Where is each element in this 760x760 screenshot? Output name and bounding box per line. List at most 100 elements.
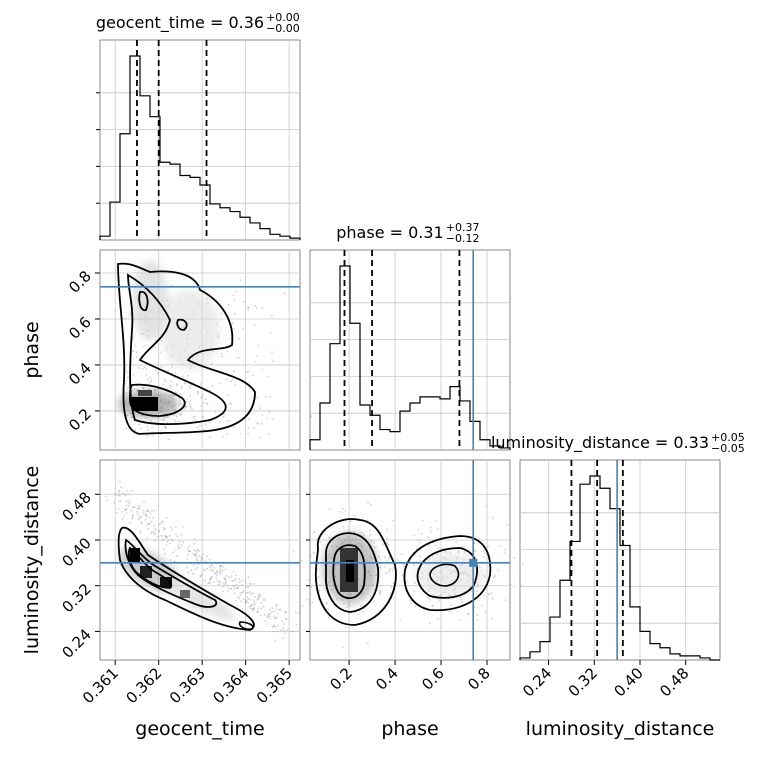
density-panel-phase-vs-geocent_time [117, 260, 313, 441]
panel-frame-luminosity_distance-luminosity_distance [519, 459, 721, 661]
scatter-point [125, 392, 128, 395]
scatter-point [121, 492, 124, 495]
scatter-point [125, 500, 127, 503]
scatter-point [162, 538, 165, 541]
scatter-point [346, 606, 349, 608]
scatter-point [129, 314, 131, 317]
scatter-point [348, 530, 351, 533]
scatter-point [131, 514, 134, 517]
scatter-point [180, 544, 183, 547]
scatter-point [235, 599, 237, 602]
scatter-point [370, 503, 372, 506]
scatter-point [284, 632, 286, 634]
scatter-point [180, 385, 183, 388]
scatter-point [389, 592, 392, 595]
scatter-point [237, 595, 239, 598]
scatter-point [175, 384, 178, 387]
scatter-point [127, 502, 130, 505]
scatter-point [209, 436, 212, 439]
scatter-point [233, 299, 236, 301]
scatter-point [218, 565, 221, 567]
scatter-point [119, 480, 121, 483]
scatter-point [172, 551, 174, 554]
scatter-point [461, 600, 464, 603]
scatter-point [199, 424, 201, 427]
scatter-point [222, 565, 225, 568]
scatter-point [253, 324, 256, 326]
scatter-point [325, 603, 328, 605]
scatter-point [136, 513, 139, 516]
scatter-point [171, 540, 174, 542]
scatter-point [240, 591, 243, 594]
scatter-point [434, 544, 437, 546]
scatter-point [210, 564, 213, 567]
scatter-point [402, 563, 405, 566]
scatter-point [251, 374, 254, 377]
scatter-point [232, 294, 235, 296]
ytick-label-phase: 0.8 [65, 267, 95, 297]
scatter-point [386, 559, 389, 562]
scatter-point [194, 568, 197, 570]
scatter-point [210, 577, 213, 580]
scatter-point [414, 605, 417, 608]
scatter-point [216, 574, 218, 576]
scatter-point [401, 574, 404, 577]
scatter-point [151, 510, 153, 512]
scatter-point [473, 606, 476, 609]
ytick-label-luminosity_distance: 0.48 [58, 488, 94, 524]
scatter-point [148, 522, 151, 525]
scatter-point [139, 532, 142, 534]
scatter-point [249, 607, 252, 610]
scatter-point [259, 594, 262, 597]
scatter-point [247, 371, 250, 373]
scatter-point [504, 599, 507, 601]
scatter-point [488, 592, 491, 595]
scatter-point [162, 548, 165, 551]
scatter-point [275, 608, 278, 611]
scatter-point [197, 549, 199, 551]
scatter-point [170, 284, 173, 287]
scatter-point [157, 388, 160, 391]
scatter-point [124, 317, 127, 320]
scatter-point [273, 615, 275, 618]
scatter-point [199, 560, 202, 562]
scatter-point [327, 608, 329, 611]
scatter-point [258, 595, 261, 598]
scatter-point [431, 604, 434, 607]
scatter-point [224, 568, 227, 571]
scatter-point [184, 405, 187, 407]
scatter-point [341, 507, 344, 510]
scatter-point [275, 605, 278, 608]
scatter-point [382, 543, 385, 546]
scatter-point [211, 576, 214, 578]
scatter-point [136, 388, 139, 391]
scatter-point [181, 375, 184, 378]
scatter-point [256, 598, 259, 601]
scatter-point [266, 615, 269, 618]
scatter-point [220, 565, 223, 567]
scatter-point [218, 583, 221, 586]
scatter-point [147, 528, 150, 530]
scatter-point [239, 432, 242, 435]
scatter-point [342, 525, 344, 528]
scatter-point [221, 569, 224, 572]
scatter-point [233, 585, 236, 587]
scatter-point [174, 549, 177, 552]
scatter-point [203, 579, 206, 582]
scatter-point [379, 593, 381, 596]
scatter-point [118, 493, 121, 496]
scatter-point [167, 438, 170, 441]
scatter-point [219, 421, 221, 423]
scatter-point [417, 528, 420, 531]
scatter-point [233, 585, 235, 588]
scatter-point [166, 536, 169, 538]
scatter-point [379, 566, 382, 569]
scatter-point [193, 549, 196, 552]
scatter-point [130, 509, 133, 512]
scatter-point [306, 598, 309, 601]
scatter-point [230, 402, 232, 405]
scatter-point [247, 308, 250, 311]
scatter-point [175, 391, 178, 394]
scatter-point [239, 580, 242, 583]
scatter-point [491, 597, 494, 600]
